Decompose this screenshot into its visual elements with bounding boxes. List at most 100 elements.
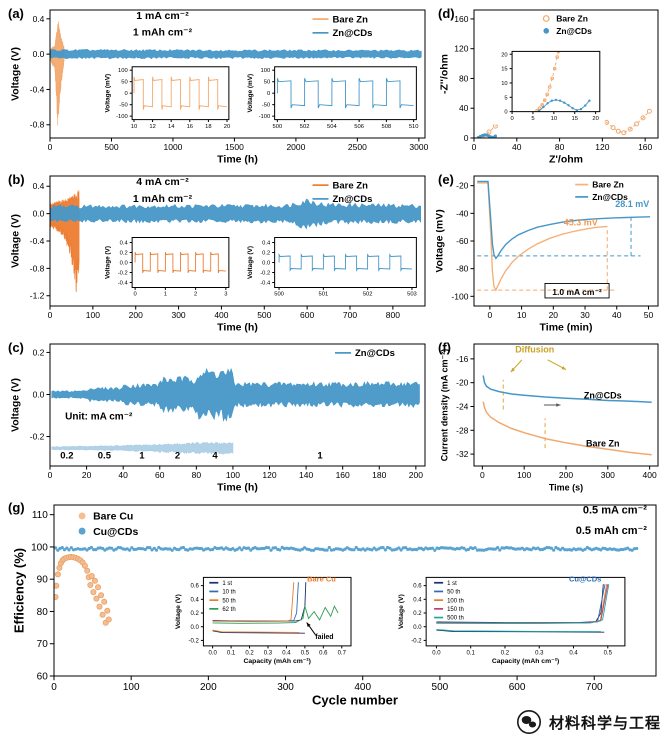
svg-text:150 th: 150 th [447,607,464,613]
svg-text:(c): (c) [8,340,24,355]
svg-text:Zn@CDs: Zn@CDs [333,28,373,39]
svg-text:-20: -20 [456,181,469,191]
svg-text:0.0: 0.0 [432,650,441,656]
svg-text:500: 500 [432,682,449,693]
svg-text:(d): (d) [438,6,455,21]
svg-text:0.1: 0.1 [227,650,236,656]
svg-text:2500: 2500 [348,142,367,152]
svg-text:-20: -20 [456,378,469,388]
svg-text:0.0: 0.0 [120,261,128,267]
svg-text:Bare Cu: Bare Cu [93,511,133,523]
svg-text:Bare Zn: Bare Zn [333,180,369,191]
svg-text:-40: -40 [456,208,469,218]
svg-text:160: 160 [336,470,350,480]
svg-text:4: 4 [212,451,218,462]
svg-text:100: 100 [226,470,240,480]
panel-b-svg: 0 100 200 300 400 500 600 700 800 -1.2 -0.8 -0.4 0.0… [8,172,426,333]
svg-text:0: 0 [48,142,53,152]
svg-text:110: 110 [32,510,48,521]
svg-text:-80: -80 [456,264,469,274]
svg-text:120: 120 [262,470,276,480]
svg-text:14: 14 [168,124,175,130]
svg-text:80: 80 [555,142,565,152]
svg-text:0.0: 0.0 [33,49,45,59]
svg-text:Time (h): Time (h) [217,321,258,333]
svg-text:Voltage (V): Voltage (V) [175,594,182,629]
svg-text:-32: -32 [456,449,469,459]
svg-text:0.6: 0.6 [319,650,328,656]
svg-text:0.4: 0.4 [120,241,129,247]
svg-text:500 th: 500 th [447,616,464,622]
panel-g-svg: 0 100 200 300 400 500 600 700 60 70 80 90 100 110 Cycl… [8,500,657,708]
panel-c-svg: 0 20 40 60 80 100 120 140 160 180 200 -0.2 0.0 0.2 Tim… [8,340,426,493]
svg-text:0.0: 0.0 [191,625,200,631]
svg-text:-100: -100 [259,114,271,120]
svg-text:400: 400 [354,682,371,693]
panel-d-svg: 0 40 80 120 160 0 40 80 120 160 Z'/ohm -Z''/ohm Bare… [438,6,659,165]
svg-text:20: 20 [224,124,230,130]
svg-text:10: 10 [517,310,527,320]
svg-text:0.2: 0.2 [245,650,254,656]
svg-text:140: 140 [299,470,313,480]
svg-text:0.4: 0.4 [569,650,578,656]
svg-text:300: 300 [601,470,615,480]
svg-text:60: 60 [37,672,49,683]
svg-text:12: 12 [149,124,155,130]
svg-text:-28: -28 [456,425,469,435]
svg-text:100: 100 [261,68,271,74]
svg-text:15: 15 [572,116,578,122]
watermark: 材料科学与工程 [512,708,664,736]
svg-text:Voltage (mV): Voltage (mV) [105,74,112,113]
svg-text:20: 20 [501,52,507,58]
svg-text:(b): (b) [8,172,25,187]
svg-text:Voltage (V): Voltage (V) [247,246,254,279]
svg-text:18: 18 [205,124,211,130]
svg-text:2000: 2000 [286,142,305,152]
svg-text:3000: 3000 [409,142,428,152]
svg-text:0.6: 0.6 [191,584,200,590]
panel-b-cycling-4ma-chart: 0 100 200 300 400 500 600 700 800 -1.2 -0.8 -0.4 0.0… [6,170,432,336]
svg-text:300: 300 [171,310,185,320]
svg-text:-0.4: -0.4 [260,281,271,287]
svg-text:40: 40 [459,103,469,113]
panel-e-svg: 0 10 20 30 40 50 -100 -80 -60 -40 -20 Time (min) Vol… [433,172,659,333]
svg-text:0.0: 0.0 [33,209,45,219]
svg-text:100: 100 [31,542,48,553]
svg-text:Time (min): Time (min) [540,321,593,333]
svg-text:30: 30 [580,310,590,320]
svg-text:90: 90 [37,575,49,586]
svg-text:0: 0 [134,292,137,298]
svg-text:Voltage (V): Voltage (V) [9,378,21,432]
svg-text:1: 1 [139,451,145,462]
svg-text:10: 10 [551,116,557,122]
svg-text:400: 400 [643,470,657,480]
svg-text:0: 0 [267,91,270,97]
svg-text:80: 80 [459,73,469,83]
svg-text:0: 0 [510,116,513,122]
svg-text:-Z''/ohm: -Z''/ohm [438,54,450,94]
svg-text:-0.2: -0.2 [118,271,128,277]
svg-text:45.3 mV: 45.3 mV [564,217,598,227]
svg-text:-0.4: -0.4 [118,281,129,287]
svg-text:0: 0 [48,310,53,320]
panel-a-svg: 0 500 1000 1500 2000 2500 3000-0.8-0.40.00.4Ti… [8,6,429,165]
svg-text:0.5: 0.5 [604,650,613,656]
svg-text:-50: -50 [119,103,127,109]
svg-text:0: 0 [48,470,53,480]
svg-text:0.2: 0.2 [501,650,510,656]
svg-text:0.5: 0.5 [301,650,310,656]
svg-text:Unit: mA cm⁻²: Unit: mA cm⁻² [65,412,133,423]
svg-text:0: 0 [480,470,485,480]
svg-text:20: 20 [592,116,598,122]
svg-text:0.0: 0.0 [262,261,270,267]
wechat-logo-icon [516,710,541,734]
svg-text:100: 100 [123,682,140,693]
svg-text:failed: failed [315,634,333,641]
svg-text:0: 0 [472,142,477,152]
svg-text:Bare Cu: Bare Cu [307,575,336,584]
svg-text:-0.2: -0.2 [30,432,45,442]
svg-text:504: 504 [327,124,337,130]
svg-text:4 mA cm⁻²: 4 mA cm⁻² [136,176,189,188]
svg-text:0.2: 0.2 [33,347,45,357]
